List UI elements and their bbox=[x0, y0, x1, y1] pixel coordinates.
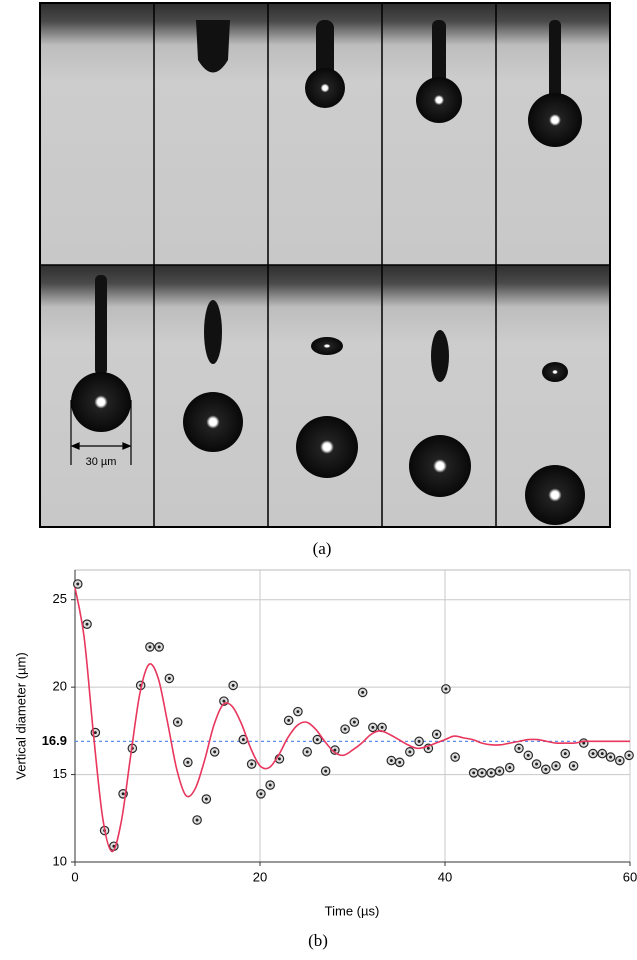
data-point bbox=[450, 752, 460, 762]
y-axis-label: Vertical diameter (µm) bbox=[13, 652, 28, 779]
data-point bbox=[494, 766, 505, 776]
data-point bbox=[551, 761, 561, 771]
reference-label: 16.9 bbox=[42, 733, 67, 748]
data-point bbox=[256, 789, 266, 799]
plot-area bbox=[74, 569, 631, 863]
data-point bbox=[597, 748, 608, 759]
data-point bbox=[441, 684, 451, 694]
data-point bbox=[468, 768, 479, 778]
photo-panel: 30 µm (a) bbox=[39, 2, 611, 558]
chart: Time (µs) Vertical diameter (µm) (b) 10 1… bbox=[13, 569, 637, 950]
data-point bbox=[293, 706, 303, 717]
data-point bbox=[357, 687, 368, 698]
data-point bbox=[320, 766, 331, 776]
data-point bbox=[172, 717, 183, 727]
scale-bar bbox=[70, 400, 132, 465]
frame-borders bbox=[39, 2, 611, 528]
data-point bbox=[340, 724, 350, 734]
data-point bbox=[192, 815, 202, 825]
data-point bbox=[605, 752, 616, 762]
data-point bbox=[386, 755, 397, 766]
y-tick-label: 25 bbox=[53, 591, 67, 606]
data-point bbox=[615, 755, 625, 766]
x-tick-label: 20 bbox=[253, 869, 267, 884]
data-point bbox=[414, 736, 424, 747]
data-point bbox=[477, 768, 487, 778]
data-point bbox=[145, 642, 155, 652]
data-point bbox=[154, 642, 164, 652]
data-point bbox=[486, 768, 497, 778]
data-point bbox=[368, 722, 378, 733]
data-point bbox=[228, 680, 238, 691]
data-point bbox=[504, 762, 515, 773]
data-point bbox=[246, 759, 257, 769]
y-tick-label: 20 bbox=[53, 679, 67, 694]
data-point bbox=[560, 748, 571, 759]
data-point bbox=[531, 759, 542, 769]
data-point bbox=[523, 750, 534, 761]
data-point bbox=[624, 750, 634, 761]
x-tick-label: 60 bbox=[623, 869, 637, 884]
data-point bbox=[183, 757, 193, 768]
data-point bbox=[578, 738, 589, 748]
data-point bbox=[312, 734, 323, 745]
y-tick-label: 10 bbox=[53, 853, 67, 868]
scale-bar-label: 30 µm bbox=[86, 456, 117, 468]
drops bbox=[71, 20, 585, 525]
data-point bbox=[568, 761, 579, 771]
data-point bbox=[164, 673, 175, 684]
data-point bbox=[349, 717, 360, 727]
x-tick-label: 40 bbox=[438, 869, 452, 884]
fit-line bbox=[74, 587, 630, 853]
data-point bbox=[330, 745, 340, 755]
data-point bbox=[209, 747, 220, 757]
x-tick-label: 0 bbox=[71, 869, 78, 884]
data-point bbox=[394, 757, 405, 768]
data-point bbox=[201, 794, 212, 804]
data-point bbox=[431, 729, 442, 740]
x-axis-label: Time (µs) bbox=[325, 903, 380, 918]
data-point bbox=[265, 780, 275, 790]
y-tick-label: 15 bbox=[53, 766, 67, 781]
data-point bbox=[283, 715, 294, 726]
panel-label: (a) bbox=[313, 539, 332, 558]
data-point bbox=[72, 579, 83, 589]
data-point bbox=[302, 747, 312, 757]
data-point bbox=[541, 764, 551, 775]
data-point bbox=[82, 619, 92, 630]
data-point bbox=[588, 748, 598, 759]
data-point bbox=[514, 743, 524, 754]
panel-label: (b) bbox=[308, 931, 328, 950]
data-point bbox=[405, 747, 415, 757]
